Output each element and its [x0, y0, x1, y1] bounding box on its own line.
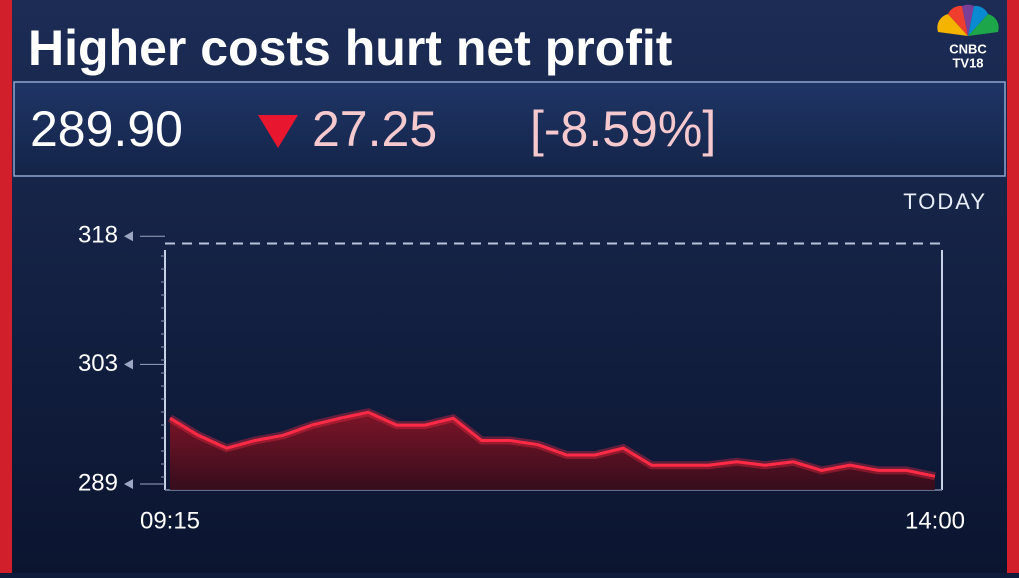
peacock: [937, 4, 999, 36]
plot: 289 303 318 09:15 14:00: [78, 222, 965, 535]
logo: CNBC TV18: [937, 4, 999, 70]
x-tick-label: 09:15: [140, 507, 200, 534]
price-panel: [13, 81, 1006, 177]
line: [169, 410, 936, 478]
logo-top: CNBC: [949, 41, 987, 56]
change: 27.25: [312, 101, 437, 157]
logo-bottom: TV18: [952, 55, 983, 70]
left-stripe: [0, 0, 12, 573]
y-tick-pointer: [124, 479, 133, 490]
change-percent: [-8.59%]: [530, 101, 716, 157]
period-label: TODAY: [903, 189, 987, 214]
y-tick-label: 289: [78, 469, 118, 496]
y-tick-pointer: [124, 231, 133, 242]
y-tick-label: 318: [78, 222, 118, 249]
y-tick-label: 303: [78, 350, 118, 377]
x-tick-label: 14:00: [905, 507, 965, 534]
price: 289.90: [30, 101, 183, 157]
title: Higher costs hurt net profit: [28, 20, 673, 76]
down-arrow: [258, 115, 298, 148]
y-tick-pointer: [124, 359, 133, 370]
right-stripe: [1007, 0, 1019, 573]
